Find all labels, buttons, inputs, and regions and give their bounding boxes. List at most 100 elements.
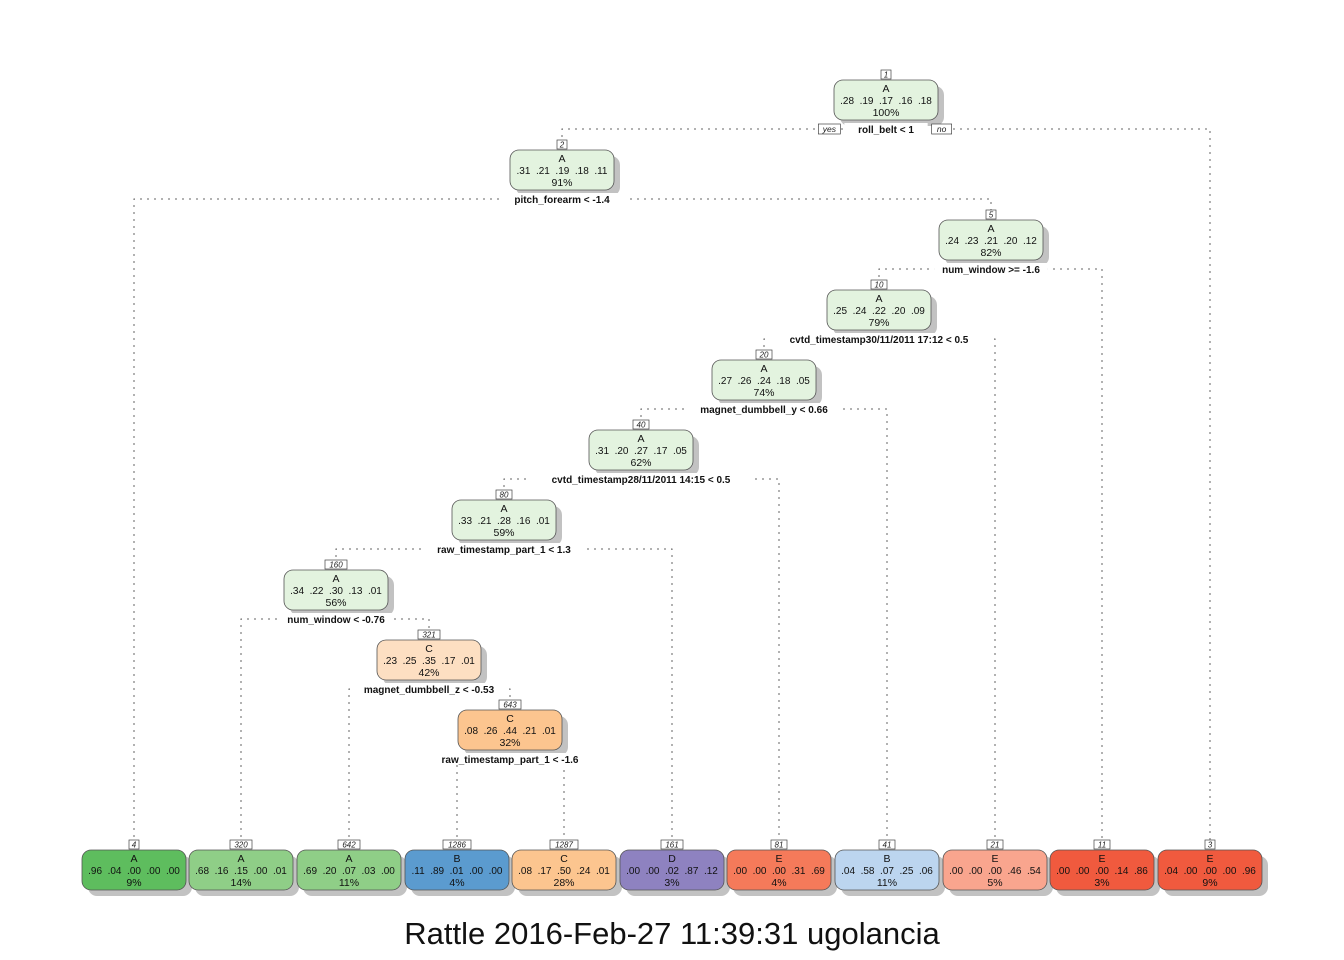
node-number: 642 (342, 841, 356, 850)
node-box (833, 79, 939, 121)
node-box (188, 849, 294, 891)
rattle-caption: Rattle 2016-Feb-27 11:39:31 ugolancia (404, 916, 940, 951)
node-probabilities: .27 .26 .24 .18 .05 (718, 376, 810, 387)
node-probabilities: .69 .20 .07 .03 .00 (303, 866, 395, 877)
tree-node: 11 E.00 .00 .00 .14 .863% (1049, 839, 1160, 896)
node-percent: 74% (753, 387, 774, 399)
split-label-bg (422, 543, 586, 555)
node-number-box (549, 839, 579, 850)
node-box (938, 219, 1044, 261)
node-percent: 100% (873, 107, 900, 119)
node-number: 643 (503, 701, 517, 710)
tree-edge (133, 198, 992, 844)
node-percent: 9% (1202, 877, 1217, 889)
node-number-box (632, 419, 650, 430)
split-label: raw_timestamp_part_1 < -1.6 (441, 755, 578, 766)
split-label: pitch_forearm < -1.4 (514, 195, 610, 206)
node-number-box (878, 839, 896, 850)
split-label-bg (279, 613, 393, 625)
node-box (619, 849, 725, 891)
node-number: 1286 (448, 841, 466, 850)
tree-edge (640, 408, 888, 844)
no-box (931, 123, 953, 135)
node-number-box (337, 839, 361, 850)
node-class: A (760, 363, 767, 375)
node-percent: 62% (630, 457, 651, 469)
node-number: 2 (559, 141, 565, 150)
node-percent: 4% (449, 877, 464, 889)
node-probabilities: .04 .00 .00 .00 .96 (1164, 866, 1256, 877)
node-number-box (417, 629, 441, 640)
node-box (296, 849, 402, 891)
tree-node: 161 D.00 .00 .02 .87 .123% (619, 839, 730, 896)
node-probabilities: .23 .25 .35 .17 .01 (383, 656, 475, 667)
split-label: magnet_dumbbell_y < 0.66 (700, 405, 828, 416)
node-number: 21 (990, 841, 1000, 850)
node-class: D (668, 853, 676, 865)
node-probabilities: .11 .89 .01 .00 .00 (412, 866, 503, 877)
node-number: 321 (422, 631, 435, 640)
node-number: 20 (759, 351, 769, 360)
node-class: A (637, 433, 644, 445)
node-box (81, 849, 187, 891)
tree-edge (503, 478, 780, 844)
node-number: 40 (637, 421, 646, 430)
node-class: E (1098, 853, 1105, 865)
node-class: A (558, 153, 565, 165)
node-class: C (425, 643, 433, 655)
node-number-box (229, 839, 253, 850)
node-class: A (345, 853, 352, 865)
node-box (509, 149, 615, 191)
node-percent: 79% (868, 317, 889, 329)
node-box (588, 429, 694, 471)
node-probabilities: .34 .22 .30 .13 .01 (290, 586, 382, 597)
node-number-box (755, 349, 773, 360)
node-class: B (453, 853, 460, 865)
node-number-box (498, 699, 522, 710)
node-box (942, 849, 1048, 891)
node-class: E (991, 853, 998, 865)
node-box (834, 849, 940, 891)
node-number-box (128, 839, 140, 850)
node-percent: 56% (325, 597, 346, 609)
split-label: magnet_dumbbell_z < -0.53 (364, 685, 495, 696)
split-label-bg (350, 683, 508, 695)
node-percent: 14% (230, 877, 251, 889)
node-percent: 11% (877, 877, 897, 889)
node-probabilities: .08 .17 .50 .24 .01 (518, 866, 610, 877)
node-class: E (1206, 853, 1213, 865)
tree-edge (348, 688, 511, 844)
split-label: raw_timestamp_part_1 < 1.3 (437, 545, 571, 556)
node-probabilities: .68 .16 .15 .00 .01 (195, 866, 287, 877)
node-percent: 32% (499, 737, 520, 749)
node-number-box (324, 559, 348, 570)
node-class: A (130, 853, 137, 865)
node-probabilities: .08 .26 .44 .21 .01 (464, 726, 556, 737)
node-number: 160 (329, 561, 343, 570)
split-label-bg (844, 123, 928, 135)
node-number: 1 (884, 71, 888, 80)
split-label-bg (934, 263, 1048, 275)
node-probabilities: .00 .00 .00 .46 .54 (949, 866, 1041, 877)
tree-edge (763, 338, 996, 844)
node-number: 5 (989, 211, 994, 220)
split-label-bg (529, 473, 753, 485)
node-percent: 3% (1094, 877, 1109, 889)
node-probabilities: .96 .04 .00 .00 .00 (88, 866, 180, 877)
split-label: cvtd_timestamp30/11/2011 17:12 < 0.5 (790, 335, 969, 346)
split-label-bg (767, 333, 991, 345)
node-probabilities: .04 .58 .07 .25 .06 (841, 866, 933, 877)
node-probabilities: .24 .23 .21 .20 .12 (945, 236, 1037, 247)
node-number: 3 (1208, 841, 1213, 850)
tree-node: 81 E.00 .00 .00 .31 .694% (726, 839, 837, 896)
node-percent: 91% (551, 177, 572, 189)
node-box (511, 849, 617, 891)
split-label: cvtd_timestamp28/11/2011 14:15 < 0.5 (552, 475, 731, 486)
